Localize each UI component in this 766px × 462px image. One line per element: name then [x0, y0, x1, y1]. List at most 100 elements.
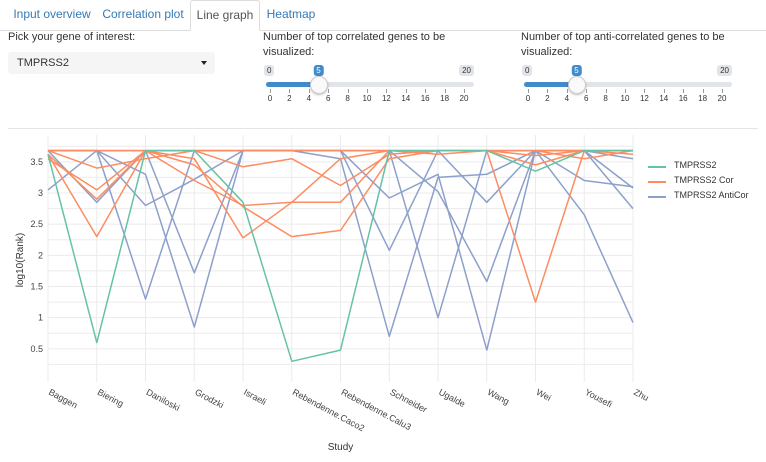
corr-slider-tick-mark — [405, 89, 407, 93]
x-tick-label: Daniloski — [145, 387, 182, 413]
anticorr-slider-tick-label: 0 — [525, 94, 531, 103]
corr-slider-value: 5 — [313, 65, 324, 76]
corr-slider-label-line2: visualized: — [263, 46, 315, 58]
x-axis-title: Study — [328, 442, 354, 453]
y-tick-label: 3 — [38, 188, 43, 198]
legend-line-swatch — [648, 166, 666, 168]
x-tick-label: Zhu — [632, 387, 650, 403]
y-tick-label: 0.5 — [30, 344, 43, 354]
series-line-tmprss2-cor-3 — [47, 149, 633, 187]
anticorr-slider-value: 5 — [571, 65, 582, 76]
x-tick-label: Wei — [535, 387, 553, 403]
anticorr-slider-ticks: 0 2 4 6 8 10 12 14 16 18 20 — [522, 89, 736, 109]
gene-select[interactable]: TMPRSS2 — [8, 52, 215, 74]
corr-slider-tick-label: 14 — [401, 94, 411, 103]
caret-down-icon — [201, 61, 207, 65]
anticorr-slider-tick-mark — [528, 89, 529, 93]
corr-slider-tick-mark — [444, 89, 446, 93]
corr-slider-tick-label: 12 — [381, 94, 391, 103]
corr-slider-min: 0 — [264, 65, 275, 76]
x-tick-label: Biering — [96, 387, 125, 409]
corr-slider-ticks: 0 2 4 6 8 10 12 14 16 18 20 — [264, 89, 478, 109]
anticorr-slider-tick-mark — [605, 89, 607, 93]
anticorr-slider-tick-label: 16 — [678, 94, 688, 103]
corr-slider-label-line1: Number of top correlated genes to be — [263, 31, 446, 43]
x-tick-label: Schneider — [388, 387, 428, 415]
anticorr-slider-tick-mark — [683, 89, 685, 93]
corr-slider-label: Number of top correlated genes to be vis… — [263, 30, 445, 60]
corr-slider[interactable]: 0 20 5 0 2 4 6 8 10 12 14 16 18 20 — [264, 65, 478, 115]
x-tick-label: Yousefi — [583, 387, 613, 410]
anticorr-slider-min: 0 — [522, 65, 533, 76]
anticorr-slider[interactable]: 0 20 5 0 2 4 6 8 10 12 14 16 18 20 — [522, 65, 736, 115]
corr-slider-tick-mark — [328, 89, 330, 93]
tab-input-overview[interactable]: Input overview — [13, 7, 91, 21]
anticorr-slider-tick-label: 4 — [564, 94, 570, 103]
anticorr-slider-tick-label: 18 — [698, 94, 708, 103]
anticorr-slider-tick-label: 12 — [639, 94, 649, 103]
corr-slider-tick-label: 2 — [287, 94, 292, 103]
corr-slider-tick-mark — [425, 89, 427, 93]
corr-slider-tick-label: 0 — [267, 94, 273, 103]
anticorr-slider-tick-mark — [663, 89, 665, 93]
corr-slider-tick-label: 18 — [440, 94, 450, 103]
gene-select-label: Pick your gene of interest: — [8, 31, 136, 43]
anticorr-slider-label-line1: Number of top anti-correlated genes to b… — [521, 31, 725, 43]
corr-slider-tick-label: 10 — [362, 94, 372, 103]
tab-bar: Input overview Correlation plot Line gra… — [0, 0, 766, 31]
corr-slider-handle[interactable] — [309, 76, 328, 94]
anticorr-slider-label: Number of top anti-correlated genes to b… — [521, 30, 725, 60]
corr-slider-tick-label: 8 — [345, 94, 350, 103]
divider — [8, 128, 758, 129]
anticorr-slider-label-line2: visualized: — [521, 46, 573, 58]
x-tick-label: Israeli — [242, 387, 268, 407]
corr-slider-tick-mark — [308, 89, 310, 93]
y-tick-label: 3.5 — [30, 157, 43, 167]
anticorr-slider-tick-label: 10 — [620, 94, 630, 103]
corr-slider-track[interactable] — [266, 82, 474, 87]
x-tick-label: Wang — [486, 387, 511, 407]
y-axis-title: log10(Rank) — [15, 233, 26, 287]
x-tick-label: Baggen — [47, 387, 79, 410]
corr-slider-tick-mark — [289, 89, 291, 93]
anticorr-slider-handle[interactable] — [567, 76, 586, 94]
legend-label: TMPRSS2 Cor — [674, 175, 734, 185]
anticorr-slider-tick-label: 8 — [603, 94, 608, 103]
legend-label: TMPRSS2 — [674, 160, 717, 170]
x-tick-label: Ugalde — [437, 387, 467, 409]
anticorr-slider-tick-label: 14 — [659, 94, 669, 103]
anticorr-slider-tick-mark — [722, 89, 723, 93]
anticorr-slider-tick-label: 6 — [583, 94, 589, 103]
corr-slider-tick-mark — [386, 89, 388, 93]
corr-slider-tick-mark — [464, 89, 465, 93]
y-tick-label: 2 — [38, 250, 43, 260]
anticorr-slider-tick-mark — [644, 89, 646, 93]
tab-correlation-plot[interactable]: Correlation plot — [102, 7, 184, 21]
anticorr-slider-tick-mark — [566, 89, 568, 93]
anticorr-slider-tick-mark — [586, 89, 588, 93]
y-tick-label: 2.5 — [30, 219, 43, 229]
x-tick-label: Grodzki — [193, 387, 225, 410]
anticorr-slider-tick-mark — [625, 89, 626, 93]
corr-slider-max: 20 — [459, 65, 474, 76]
y-tick-label: 1 — [38, 313, 43, 323]
gene-select-value: TMPRSS2 — [17, 57, 69, 69]
series-line-tmprss2-1 — [47, 149, 633, 363]
corr-slider-fill — [266, 82, 319, 87]
anticorr-slider-tick-mark — [702, 89, 704, 93]
corr-slider-tick-mark — [347, 89, 349, 93]
anticorr-slider-tick-label: 2 — [545, 94, 550, 103]
anticorr-slider-max: 20 — [717, 65, 732, 76]
legend-line-swatch — [648, 196, 666, 198]
anticorr-slider-track[interactable] — [524, 82, 732, 87]
anticorr-slider-fill — [524, 82, 577, 87]
legend-label: TMPRSS2 AntiCor — [674, 190, 749, 200]
y-tick-label: 1.5 — [30, 281, 43, 291]
anticorr-slider-tick-mark — [547, 89, 549, 93]
legend-line-swatch — [648, 181, 666, 183]
tab-line-graph[interactable]: Line graph — [190, 0, 260, 31]
corr-slider-tick-label: 20 — [459, 94, 469, 103]
tab-heatmap[interactable]: Heatmap — [266, 7, 316, 21]
line-graph-chart: 0.5 1 1.5 2 2.5 3 3.5 Baggen Biering Daniloski Gro… — [15, 135, 650, 453]
corr-slider-tick-label: 16 — [420, 94, 430, 103]
